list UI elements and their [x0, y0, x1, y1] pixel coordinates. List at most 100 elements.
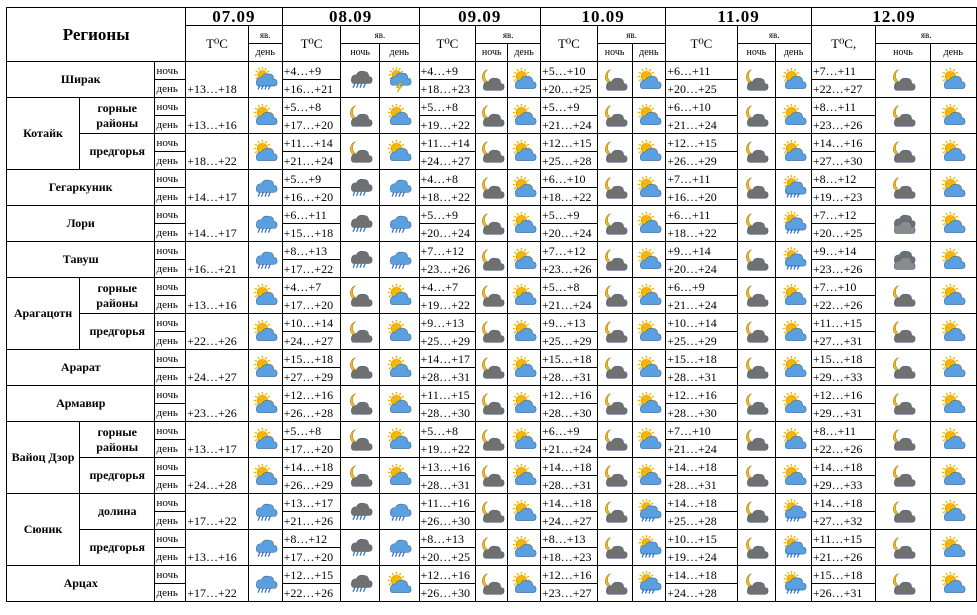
moon-cloud-icon [877, 67, 929, 93]
temp-1109: +28…+31 [665, 367, 738, 386]
temp-header: T⁰C [418, 25, 477, 62]
icon-cell-night-09 [475, 277, 509, 314]
table-row: Ширак ночь +13…+18 +4…+9 +4…+9 +5…+10 +6…+11 +7… [5, 61, 977, 98]
temp-0709: +13…+17 [185, 421, 249, 458]
night-subheader: ночь [340, 43, 380, 62]
icon-cell-0709 [247, 241, 283, 278]
sun-cloud-icon [633, 211, 665, 237]
icon-cell-night-10 [596, 529, 633, 566]
temp-1109: +15…+18 [665, 349, 738, 368]
icon-cell-night-10 [596, 133, 633, 170]
temp-0709: +24…+27 [185, 349, 249, 386]
day-label: день [154, 547, 187, 566]
icon-cell-day-08 [378, 241, 420, 278]
temp-1209: +22…+27 [810, 79, 877, 98]
icon-cell-night-12 [875, 205, 931, 242]
night-label: ночь [154, 169, 187, 188]
icon-cell-day-09 [507, 277, 541, 314]
icon-cell-night-10 [596, 349, 633, 386]
sun-cloud-icon [633, 67, 665, 93]
icon-cell-night-12 [875, 61, 931, 98]
icon-cell-night-11 [736, 529, 777, 566]
temp-1009: +18…+22 [539, 187, 598, 206]
temp-0709: +14…+17 [185, 169, 249, 206]
temp-header: T⁰C [665, 25, 738, 62]
temp-1009: +23…+26 [539, 259, 598, 278]
temp-0909: +28…+31 [418, 367, 477, 386]
moon-cloud-icon [477, 535, 507, 561]
icon-cell-night-09 [475, 313, 509, 350]
icon-cell-night-09 [475, 97, 509, 134]
day-label: день [154, 151, 187, 170]
moon-cloud-icon [598, 103, 631, 129]
moon-cloud-icon [877, 391, 929, 417]
sun-cloud-icon [249, 319, 281, 345]
sun-rain-icon [777, 498, 811, 525]
icon-cell-night-12 [875, 529, 931, 566]
moon-cloud-icon [477, 175, 507, 201]
temp-1209: +26…+31 [810, 583, 877, 602]
icon-cell-day-11 [775, 421, 812, 458]
temp-1009: +8…+13 [539, 529, 598, 548]
icon-cell-day-12 [929, 169, 977, 206]
sun-cloud-icon [633, 247, 665, 273]
icon-cell-night-11 [736, 421, 777, 458]
sun-rain-icon [633, 570, 665, 597]
moon-cloud-icon [877, 319, 929, 345]
day-subheader: день [631, 43, 667, 62]
icon-cell-night-12 [875, 169, 931, 206]
area-name: предгорья [79, 457, 154, 493]
moon-cloud-icon [477, 139, 507, 165]
icon-cell-night-10 [596, 169, 633, 206]
date-header-10.09: 10.09 [539, 7, 667, 26]
moon-cloud-icon [738, 283, 775, 309]
icon-cell-night-10 [596, 241, 633, 278]
temp-1009: +21…+24 [539, 115, 598, 134]
table-row: ночь +18…+22 +11…+14 +11…+14 +12…+15 +12…+15 +… [7, 133, 977, 170]
day-label: день [154, 367, 187, 386]
icon-cell-night-10 [596, 493, 633, 530]
moon-cloud-icon [598, 391, 631, 417]
area-name: предгорья [79, 133, 154, 169]
date-header-09.09: 09.09 [418, 7, 541, 26]
sun-rain-icon [633, 498, 665, 525]
icon-cell-night-09 [475, 169, 509, 206]
moon-cloud-icon [738, 139, 775, 165]
icon-cell-day-10 [631, 529, 667, 566]
temp-1009: +12…+15 [539, 133, 598, 152]
temp-0809: +4…+7 [281, 277, 342, 296]
region-name: Арцах [5, 565, 156, 602]
icon-cell-0709 [247, 169, 283, 206]
moon-cloud-icon [598, 283, 631, 309]
moon-cloud-icon [738, 175, 775, 201]
icon-cell-day-09 [507, 349, 541, 386]
icon-cell-night-08 [340, 385, 380, 422]
table-row: Арагацотн горные районы предгорья ночь +13…+… [5, 277, 977, 350]
sun-cloud-icon [249, 391, 281, 417]
night-label: ночь [154, 457, 187, 476]
day-label: день [154, 79, 187, 98]
sun-cloud-icon [931, 355, 975, 381]
icon-cell-day-08 [378, 385, 420, 422]
sun-rain-icon [777, 534, 811, 561]
icon-cell-night-12 [875, 97, 931, 134]
temp-0809: +27…+29 [281, 367, 342, 386]
table-row: Лори ночь +14…+17 +6…+11 +5…+9 +5…+9 +6…+11 +7…… [5, 205, 977, 242]
temp-1009: +24…+27 [539, 511, 598, 530]
sun-cloud-icon [633, 391, 665, 417]
moon-cloud-icon [477, 67, 507, 93]
table-row: день +16…+21 +18…+23 +20…+25 +20…+25 +22…+27 [7, 79, 977, 98]
icon-cell-day-08 [378, 205, 420, 242]
storm-cloud-icon [342, 211, 379, 237]
table-row: день +21…+24 +24…+27 +25…+28 +26…+29 +27…+30 [7, 151, 977, 170]
region-name: Котайк горные районы предгорья [5, 97, 156, 170]
temp-1109: +20…+24 [665, 259, 738, 278]
icon-cell-night-11 [736, 385, 777, 422]
icon-cell-night-08 [340, 97, 380, 134]
icon-cell-night-10 [596, 385, 633, 422]
moon-cloud-icon [342, 463, 379, 489]
temp-0809: +17…+20 [281, 295, 342, 314]
region-name: Котайк [7, 98, 80, 169]
icon-cell-day-12 [929, 97, 977, 134]
temp-1209: +29…+31 [810, 403, 877, 422]
